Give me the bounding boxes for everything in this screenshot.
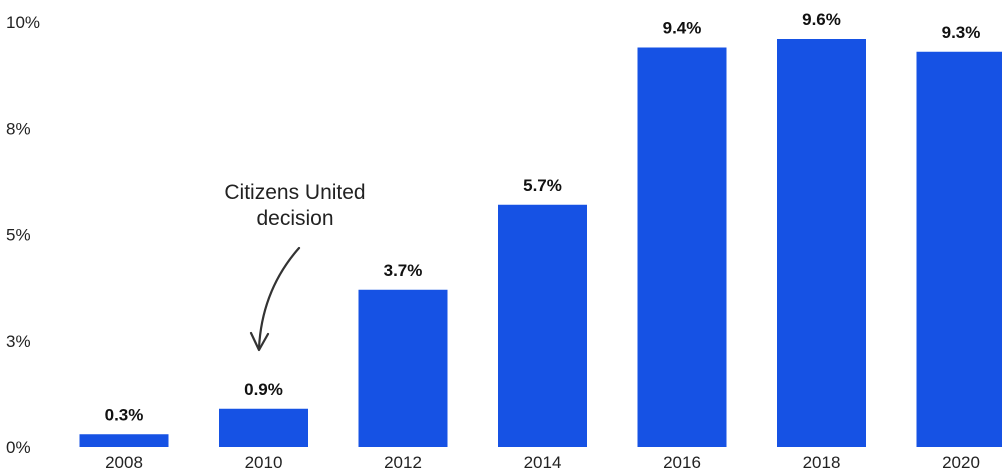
data-label-2020: 9.3%: [942, 23, 981, 42]
y-tick-label: 3%: [6, 332, 31, 351]
data-label-2008: 0.3%: [105, 405, 144, 424]
bar-2010: [219, 408, 308, 447]
annotation-arrowhead-icon: [249, 331, 270, 352]
data-label-2010: 0.9%: [244, 380, 283, 399]
data-label-2018: 9.6%: [802, 10, 841, 29]
annotation-line-1: Citizens United: [224, 181, 365, 204]
x-tick-label-2016: 2016: [663, 453, 701, 472]
data-labels: 0.3% 0.9% 3.7% 5.7% 9.4% 9.6% 9.3%: [105, 10, 981, 424]
y-tick-label: 10%: [6, 13, 40, 32]
y-tick-label: 5%: [6, 226, 31, 245]
annotation-arrow-icon: [257, 246, 301, 350]
bar-2018: [777, 39, 866, 447]
data-label-2014: 5.7%: [523, 176, 562, 195]
x-tick-label-2018: 2018: [803, 453, 841, 472]
bar-2016: [637, 47, 727, 447]
bar-2014: [498, 204, 587, 447]
y-tick-label: 8%: [6, 119, 31, 138]
bar-2020: [916, 51, 1002, 447]
y-tick-label: 0%: [6, 438, 31, 457]
y-axis: 0% 3% 5% 8% 10%: [6, 13, 40, 457]
bar-2008: [79, 434, 169, 447]
x-axis: 2008 2010 2012 2014 2016 2018 2020: [105, 453, 980, 472]
x-tick-label-2012: 2012: [384, 453, 422, 472]
x-tick-label-2020: 2020: [942, 453, 980, 472]
x-tick-label-2014: 2014: [524, 453, 562, 472]
annotation: Citizens United decision: [224, 181, 366, 352]
annotation-line-2: decision: [256, 207, 333, 230]
data-label-2012: 3.7%: [384, 261, 423, 280]
bars: [79, 39, 1002, 447]
bar-2012: [358, 289, 448, 447]
x-tick-label-2008: 2008: [105, 453, 143, 472]
x-tick-label-2010: 2010: [245, 453, 283, 472]
data-label-2016: 9.4%: [663, 19, 702, 38]
